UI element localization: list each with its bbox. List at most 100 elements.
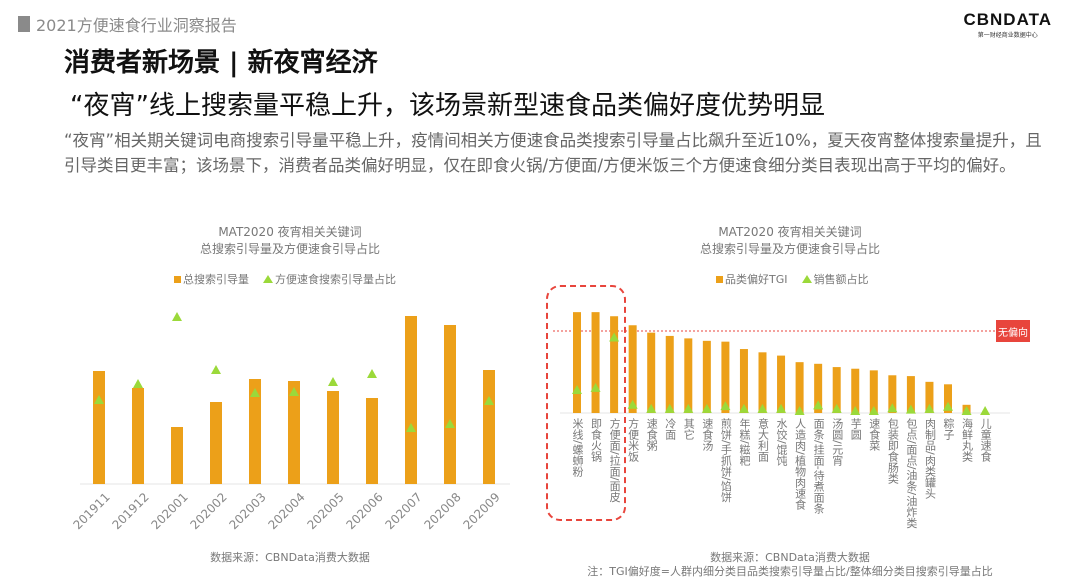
marker-triangle	[367, 369, 377, 378]
bar	[795, 362, 804, 413]
x-tick-label: 即食火锅	[589, 418, 603, 462]
highlight-box	[546, 285, 626, 521]
bar	[758, 352, 767, 413]
bar	[647, 332, 656, 413]
bar	[721, 341, 730, 413]
right-chart-title: MAT2020 夜宵相关关键词总搜索引导量及方便速食引导占比	[640, 224, 940, 258]
right-title: MAT2020 夜宵相关关键词	[718, 225, 862, 239]
legend-marker: 销售额占比	[801, 271, 869, 287]
report-title: 2021方便速食行业洞察报告	[18, 12, 237, 36]
legend-marker: 方便速食搜索引导量占比	[263, 271, 396, 287]
legend-bar-label: 品类偏好TGI	[725, 273, 788, 286]
marker-triangle	[757, 403, 768, 413]
marker-triangle	[794, 406, 805, 415]
cbndata-logo: CBNDATA 第一财经商业数据中心	[963, 10, 1052, 39]
x-tick-label: 汤圆/元宵	[830, 418, 844, 466]
legend-bar: 总搜索引导量	[174, 271, 249, 287]
logo-subtitle: 第一财经商业数据中心	[977, 32, 1038, 39]
marker-triangle	[776, 403, 787, 413]
x-tick-label: 人造肉/植物肉速食	[793, 418, 807, 510]
left-legend: 总搜索引导量 方便速食搜索引导量占比	[174, 271, 396, 287]
bar	[851, 368, 860, 413]
x-tick-label: 速食菜	[867, 418, 881, 451]
bar	[327, 391, 339, 484]
bar	[249, 379, 261, 484]
marker-triangle	[961, 406, 972, 415]
x-tick-label: 米线/螺蛳粉	[571, 418, 584, 477]
left-chart-title: MAT2020 夜宵相关关键词 总搜索引导量及方便速食引导占比	[140, 224, 440, 258]
marker-triangle	[94, 395, 104, 404]
marker-triangle	[328, 377, 338, 386]
bar	[132, 388, 144, 484]
marker-triangle	[868, 406, 879, 415]
right-legend: 品类偏好TGI 销售额占比	[716, 271, 869, 287]
marker-triangle	[720, 401, 731, 411]
x-tick-label: 冷面	[663, 418, 677, 440]
bar	[573, 312, 581, 413]
marker-triangle	[905, 404, 916, 414]
marker-triangle	[701, 403, 712, 413]
right-note: 注：TGI偏好度=人群内细分类目品类搜索引导量占比/整体细分类目搜索引导量占比	[587, 565, 993, 578]
marker-triangle	[250, 388, 260, 397]
bar	[483, 370, 495, 484]
legend-marker-label: 方便速食搜索引导量占比	[275, 273, 396, 286]
right-subtitle: 总搜索引导量及方便速食引导占比	[699, 242, 880, 256]
bar	[739, 349, 748, 413]
x-tick-label: 煎饼/手抓饼/馅饼	[719, 418, 733, 503]
left-subtitle: 总搜索引导量及方便速食引导占比	[199, 242, 380, 256]
bar	[171, 427, 183, 484]
marker-triangle	[445, 419, 455, 428]
x-tick-label: 芋圆	[849, 418, 863, 440]
marker-triangle	[627, 399, 638, 409]
marker-triangle	[813, 400, 824, 410]
x-tick-label: 面条/挂面-待煮面条	[812, 418, 826, 514]
report-marker-icon	[18, 16, 30, 32]
bar	[832, 367, 841, 413]
legend-marker-label: 销售额占比	[813, 273, 869, 286]
bar	[665, 335, 674, 413]
marker-triangle	[664, 403, 675, 413]
x-tick-label: 意大利面	[756, 418, 770, 462]
bar	[888, 375, 897, 413]
bar	[906, 376, 915, 413]
bar	[777, 355, 786, 413]
bar	[684, 338, 693, 413]
x-tick-label: 其它	[682, 418, 696, 440]
bar	[628, 325, 637, 413]
marker-triangle	[609, 332, 620, 342]
x-tick-label: 包装即食肠类	[886, 418, 900, 484]
bar	[944, 384, 952, 413]
x-tick-label: 速食粥	[645, 418, 659, 451]
marker-triangle	[590, 382, 601, 392]
marker-triangle	[484, 396, 494, 405]
bar	[610, 316, 619, 413]
bar	[702, 340, 711, 413]
marker-triangle	[980, 406, 991, 415]
legend-bar-label: 总搜索引导量	[183, 273, 249, 286]
marker-triangle	[683, 403, 694, 413]
logo-text: CBNDATA	[963, 10, 1052, 29]
no-bias-label: 无偏向	[996, 320, 1030, 342]
marker-triangle	[211, 365, 221, 374]
headline: “夜宵”线上搜索量平稳上升，该场景新型速食品类偏好度优势明显	[70, 91, 825, 121]
bar	[210, 402, 222, 484]
marker-triangle	[572, 385, 582, 394]
marker-triangle	[133, 379, 143, 388]
bar	[814, 363, 823, 413]
marker-triangle	[924, 403, 935, 413]
x-tick-label: 速食汤	[700, 418, 714, 451]
x-tick-label: 方便米饭	[626, 418, 640, 462]
x-tick-label: 粽子	[942, 418, 955, 440]
x-tick-label: 水饺/馄饨	[775, 418, 789, 466]
bar	[93, 371, 105, 484]
bar	[591, 312, 600, 413]
bar	[405, 316, 417, 484]
bar	[288, 381, 300, 484]
bar	[925, 381, 934, 413]
marker-triangle	[738, 403, 749, 413]
left-source: 数据来源：CBNData消费大数据	[210, 551, 370, 564]
marker-triangle	[943, 401, 953, 411]
marker-triangle	[406, 423, 416, 432]
right-source: 数据来源：CBNData消费大数据	[710, 551, 870, 564]
marker-triangle	[850, 406, 861, 415]
